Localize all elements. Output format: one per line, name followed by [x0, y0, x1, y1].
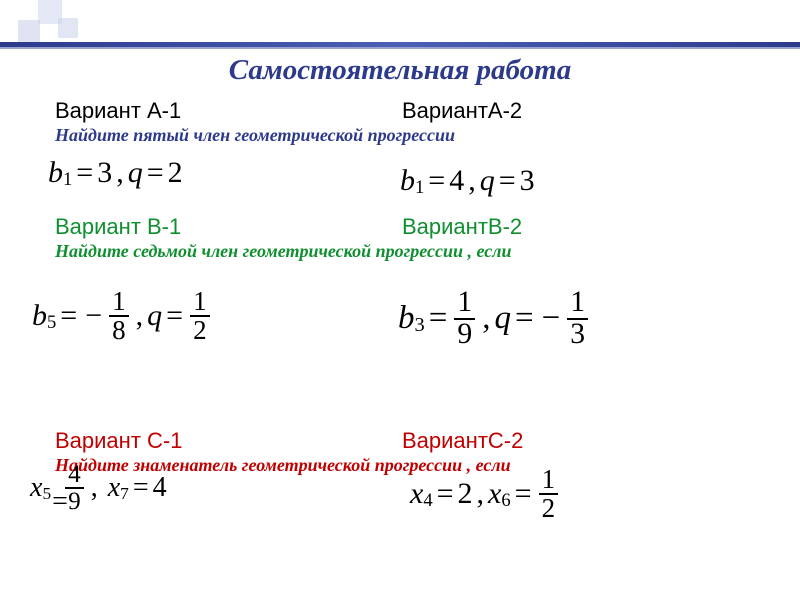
variant-a2-label: ВариантА-2 [402, 98, 522, 124]
task-b: Найдите седьмой член геометрической прог… [55, 242, 575, 262]
corner-decoration [18, 0, 128, 46]
equation-b1: b5 = − 1 8 , q= 1 2 [32, 288, 213, 344]
task-a: Найдите пятый член геометрической прогре… [55, 126, 455, 146]
slide: Самостоятельная работа Вариант А-1 Вариа… [0, 0, 800, 600]
equation-b2: b3 = 1 9 , q= − 1 3 [398, 288, 591, 349]
equation-c1: x5 = 4 9 , x7 = 4 [30, 462, 167, 514]
variant-c1-label: Вариант С-1 [55, 428, 182, 454]
equation-c2: x4 = 2, x6 = 1 2 [410, 466, 561, 522]
horizontal-rule [0, 42, 800, 47]
variant-a1-label: Вариант А-1 [55, 98, 181, 124]
variant-c2-label: ВариантС-2 [402, 428, 523, 454]
variant-b2-label: ВариантВ-2 [402, 214, 522, 240]
equation-a2: b1 = 4, q= 3 [400, 164, 535, 198]
variant-b1-label: Вариант В-1 [55, 214, 181, 240]
equation-a1: b1 = 3, q= 2 [48, 156, 183, 190]
slide-title: Самостоятельная работа [0, 54, 800, 87]
